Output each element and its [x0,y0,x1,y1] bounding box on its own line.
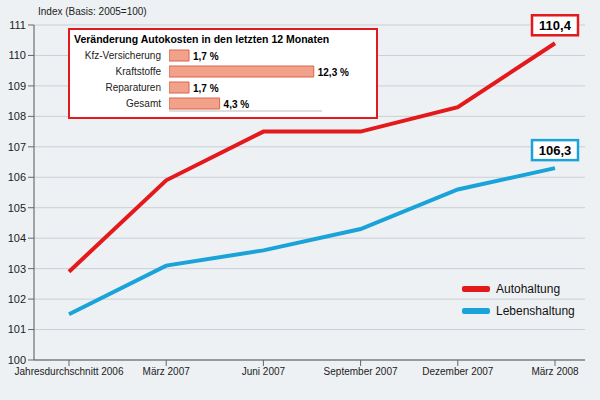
svg-text:105: 105 [8,202,26,214]
svg-text:103: 103 [8,263,26,275]
svg-text:101: 101 [8,323,26,335]
html-text:Index (Basis: 2005=100): Index (Basis: 2005=100) [38,6,147,17]
svg-text:Reparaturen: Reparaturen [105,82,161,93]
svg-text:September 2007: September 2007 [324,366,398,377]
svg-text:Juni 2007: Juni 2007 [242,366,286,377]
svg-text:Gesamt: Gesamt [126,98,161,109]
svg-text:Kfz-Versicherung: Kfz-Versicherung [85,50,161,61]
svg-text:Dezember 2007: Dezember 2007 [422,366,494,377]
svg-text:März 2008: März 2008 [531,366,579,377]
svg-text:106: 106 [8,171,26,183]
svg-text:108: 108 [8,110,26,122]
svg-text:107: 107 [8,141,26,153]
svg-text:4,3 %: 4,3 % [224,99,250,110]
svg-text:104: 104 [8,232,26,244]
html-text:Lebenshaltung: Lebenshaltung [496,304,575,318]
svg-text:106,3: 106,3 [539,143,572,158]
svg-text:1,7 %: 1,7 % [193,83,219,94]
svg-text:110,4: 110,4 [539,18,572,33]
html-text:Veränderung Autokosten in den: Veränderung Autokosten in den letzten 12… [74,33,330,45]
svg-text:109: 109 [8,80,26,92]
svg-text:1,7 %: 1,7 % [193,51,219,62]
html-text:Autohaltung: Autohaltung [496,282,561,296]
svg-text:102: 102 [8,293,26,305]
svg-text:111: 111 [9,19,26,31]
svg-text:110: 110 [8,49,26,61]
svg-text:Jahresdurchschnitt 2006: Jahresdurchschnitt 2006 [15,366,124,377]
svg-text:12,3 %: 12,3 % [318,67,349,78]
svg-text:Kraftstoffe: Kraftstoffe [116,66,162,77]
svg-text:100: 100 [8,354,26,366]
svg-text:März 2007: März 2007 [143,366,191,377]
